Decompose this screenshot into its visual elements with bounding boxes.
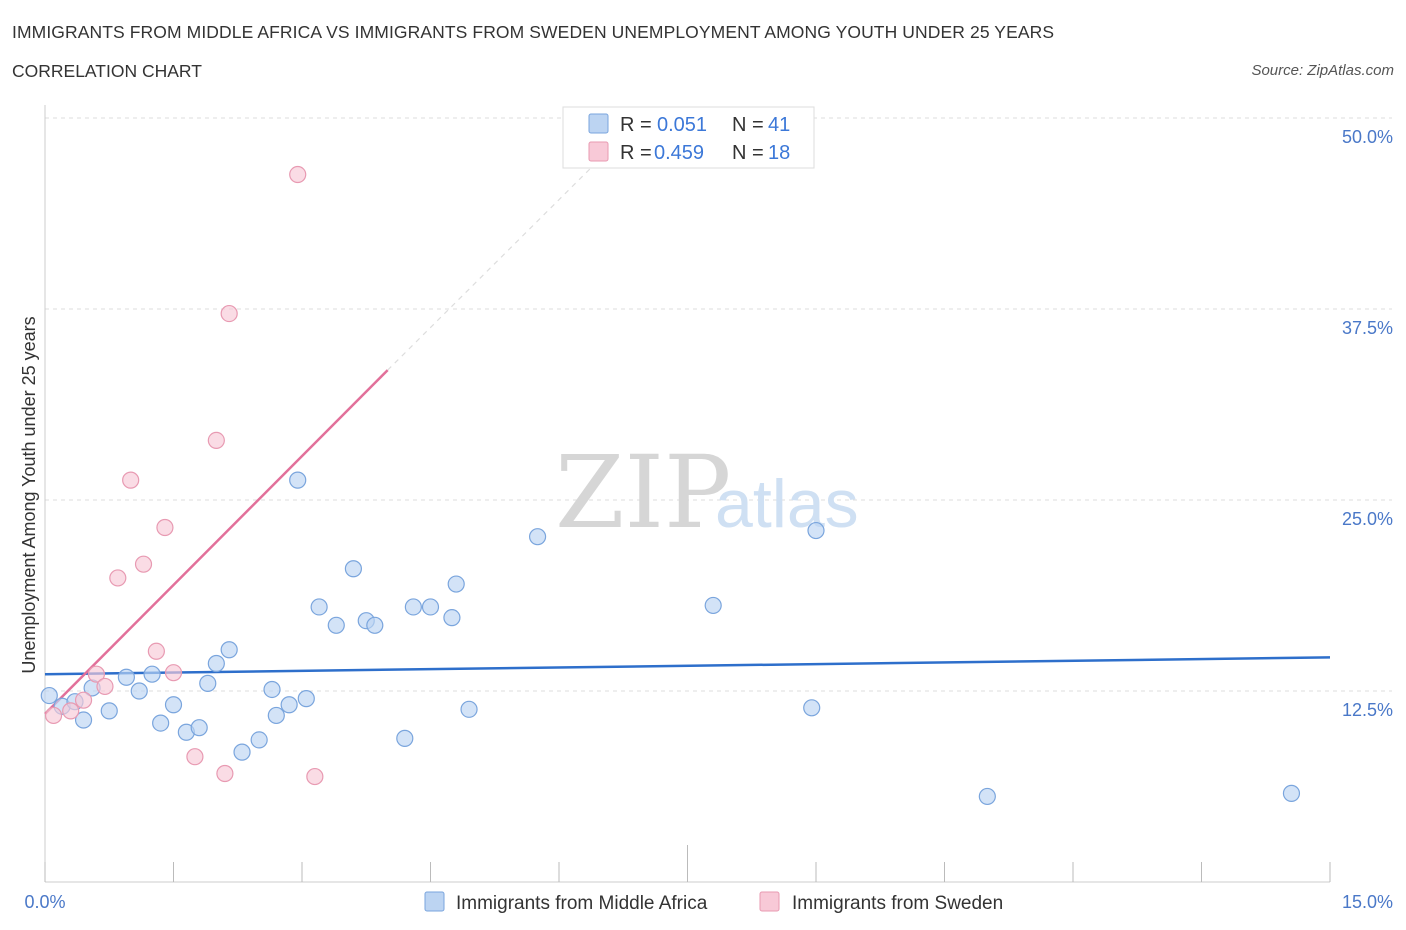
axes: [44, 105, 1331, 883]
chart-title: IMMIGRANTS FROM MIDDLE AFRICA VS IMMIGRA…: [12, 22, 1055, 42]
data-point-blue: [528, 528, 547, 546]
data-point-blue: [220, 641, 238, 659]
y-tick-label: 37.5%: [1342, 318, 1393, 338]
data-point-blue: [164, 696, 183, 714]
data-point-blue: [233, 743, 251, 761]
data-point-pink: [156, 518, 174, 537]
data-point-blue: [74, 711, 93, 729]
series-legend-label-blue: Immigrants from Middle Africa: [456, 893, 708, 914]
series-legend: Immigrants from Middle Africa Immigrants…: [424, 891, 1003, 914]
data-point-blue: [344, 560, 362, 578]
data-point-blue: [190, 719, 208, 737]
data-point-pink: [96, 677, 114, 696]
stats-legend: R = 0.051 N = 41 R = 0.459 N = 18: [562, 106, 815, 169]
stats-legend-r-label-pink: R =: [620, 142, 652, 164]
stats-legend-r-label-blue: R =: [620, 114, 652, 136]
chart-subtitle: CORRELATION CHART: [12, 61, 202, 81]
data-point-blue: [447, 575, 465, 593]
data-point-blue: [404, 598, 422, 616]
y-axis-label: Unemployment Among Youth under 25 years: [19, 316, 39, 673]
data-point-pink: [134, 555, 153, 573]
trend-lines: [44, 148, 1331, 715]
watermark-zip: ZIP: [555, 434, 731, 551]
data-point-blue: [443, 609, 461, 627]
trend-line-pink: [44, 369, 389, 715]
data-point-blue: [280, 696, 298, 714]
data-point-pink: [220, 304, 238, 323]
stats-legend-r-value-pink: 0.459: [654, 142, 704, 164]
stats-legend-swatch-blue: [588, 113, 609, 134]
tick-labels: 12.5% 25.0% 37.5% 50.0% 0.0% 15.0%: [24, 127, 1393, 912]
data-point-blue: [152, 714, 170, 732]
source-attribution: Source: ZipAtlas.com: [1251, 62, 1394, 79]
data-point-pink: [122, 471, 140, 489]
data-point-blue: [250, 731, 268, 749]
data-point-pink: [207, 431, 225, 450]
trend-line-blue: [44, 656, 1331, 676]
data-point-blue: [199, 674, 217, 692]
stats-legend-n-label-blue: N =: [732, 114, 764, 136]
data-point-blue: [396, 729, 414, 747]
stats-legend-swatch-pink: [588, 141, 609, 162]
data-point-blue: [460, 700, 478, 718]
y-tick-label: 50.0%: [1342, 127, 1393, 147]
data-point-pink: [306, 767, 324, 786]
data-point-blue: [421, 598, 440, 616]
data-point-pink: [147, 642, 165, 660]
data-point-pink: [109, 569, 127, 587]
data-point-pink: [186, 748, 204, 766]
watermark-atlas: atlas: [715, 466, 859, 542]
data-point-blue: [40, 686, 58, 705]
data-point-blue: [978, 787, 996, 806]
stats-legend-n-value-blue: 41: [768, 114, 790, 136]
data-point-pink: [87, 665, 106, 683]
data-point-blue: [327, 616, 345, 634]
data-point-blue: [207, 654, 225, 673]
stats-legend-n-label-pink: N =: [732, 142, 764, 164]
data-point-pink: [164, 664, 183, 682]
trend-line-extension-pink: [387, 148, 611, 371]
y-tick-label: 12.5%: [1342, 700, 1393, 720]
data-point-pink: [62, 702, 80, 720]
data-point-blue: [803, 699, 821, 717]
data-point-blue: [267, 706, 285, 725]
data-point-blue: [100, 702, 118, 720]
data-point-pink: [74, 691, 93, 709]
data-points: [40, 165, 1301, 806]
x-tick-label-max: 15.0%: [1342, 892, 1393, 912]
x-tick-label-min: 0.0%: [24, 892, 65, 912]
data-point-blue: [297, 690, 315, 708]
data-point-blue: [807, 521, 825, 540]
series-legend-swatch-blue: [424, 891, 445, 912]
data-point-blue: [289, 471, 307, 489]
data-point-pink: [44, 706, 63, 725]
data-point-blue: [117, 668, 135, 686]
data-point-blue: [130, 682, 148, 700]
stats-legend-n-value-pink: 18: [768, 142, 790, 164]
data-point-blue: [1282, 784, 1301, 802]
data-point-blue: [263, 680, 281, 699]
data-point-pink: [216, 764, 234, 783]
data-point-blue: [143, 665, 161, 683]
data-point-blue: [704, 596, 722, 615]
data-point-blue: [310, 598, 328, 616]
stats-legend-r-value-blue: 0.051: [657, 114, 707, 136]
data-point-pink: [289, 165, 307, 184]
y-tick-label: 25.0%: [1342, 509, 1393, 529]
watermark: ZIP atlas: [555, 434, 859, 551]
data-point-blue: [366, 616, 384, 634]
series-legend-swatch-pink: [759, 891, 780, 912]
series-legend-label-pink: Immigrants from Sweden: [792, 893, 1003, 914]
